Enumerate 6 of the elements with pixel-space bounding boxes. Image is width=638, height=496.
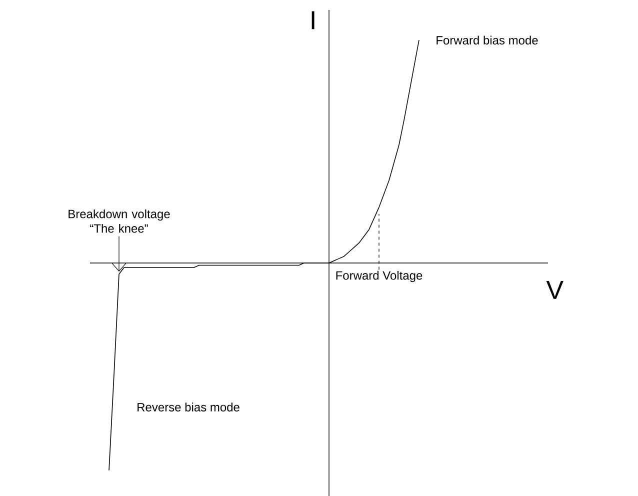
annotation: Breakdown voltage “The knee” — [68, 209, 170, 233]
text: Forward bias mode — [436, 36, 538, 44]
annotation: Forward Voltage — [336, 270, 422, 282]
x-axis-title: V — [546, 280, 564, 299]
annotation: Reverse bias mode — [138, 402, 240, 412]
y-axis-title: I — [312, 11, 314, 29]
